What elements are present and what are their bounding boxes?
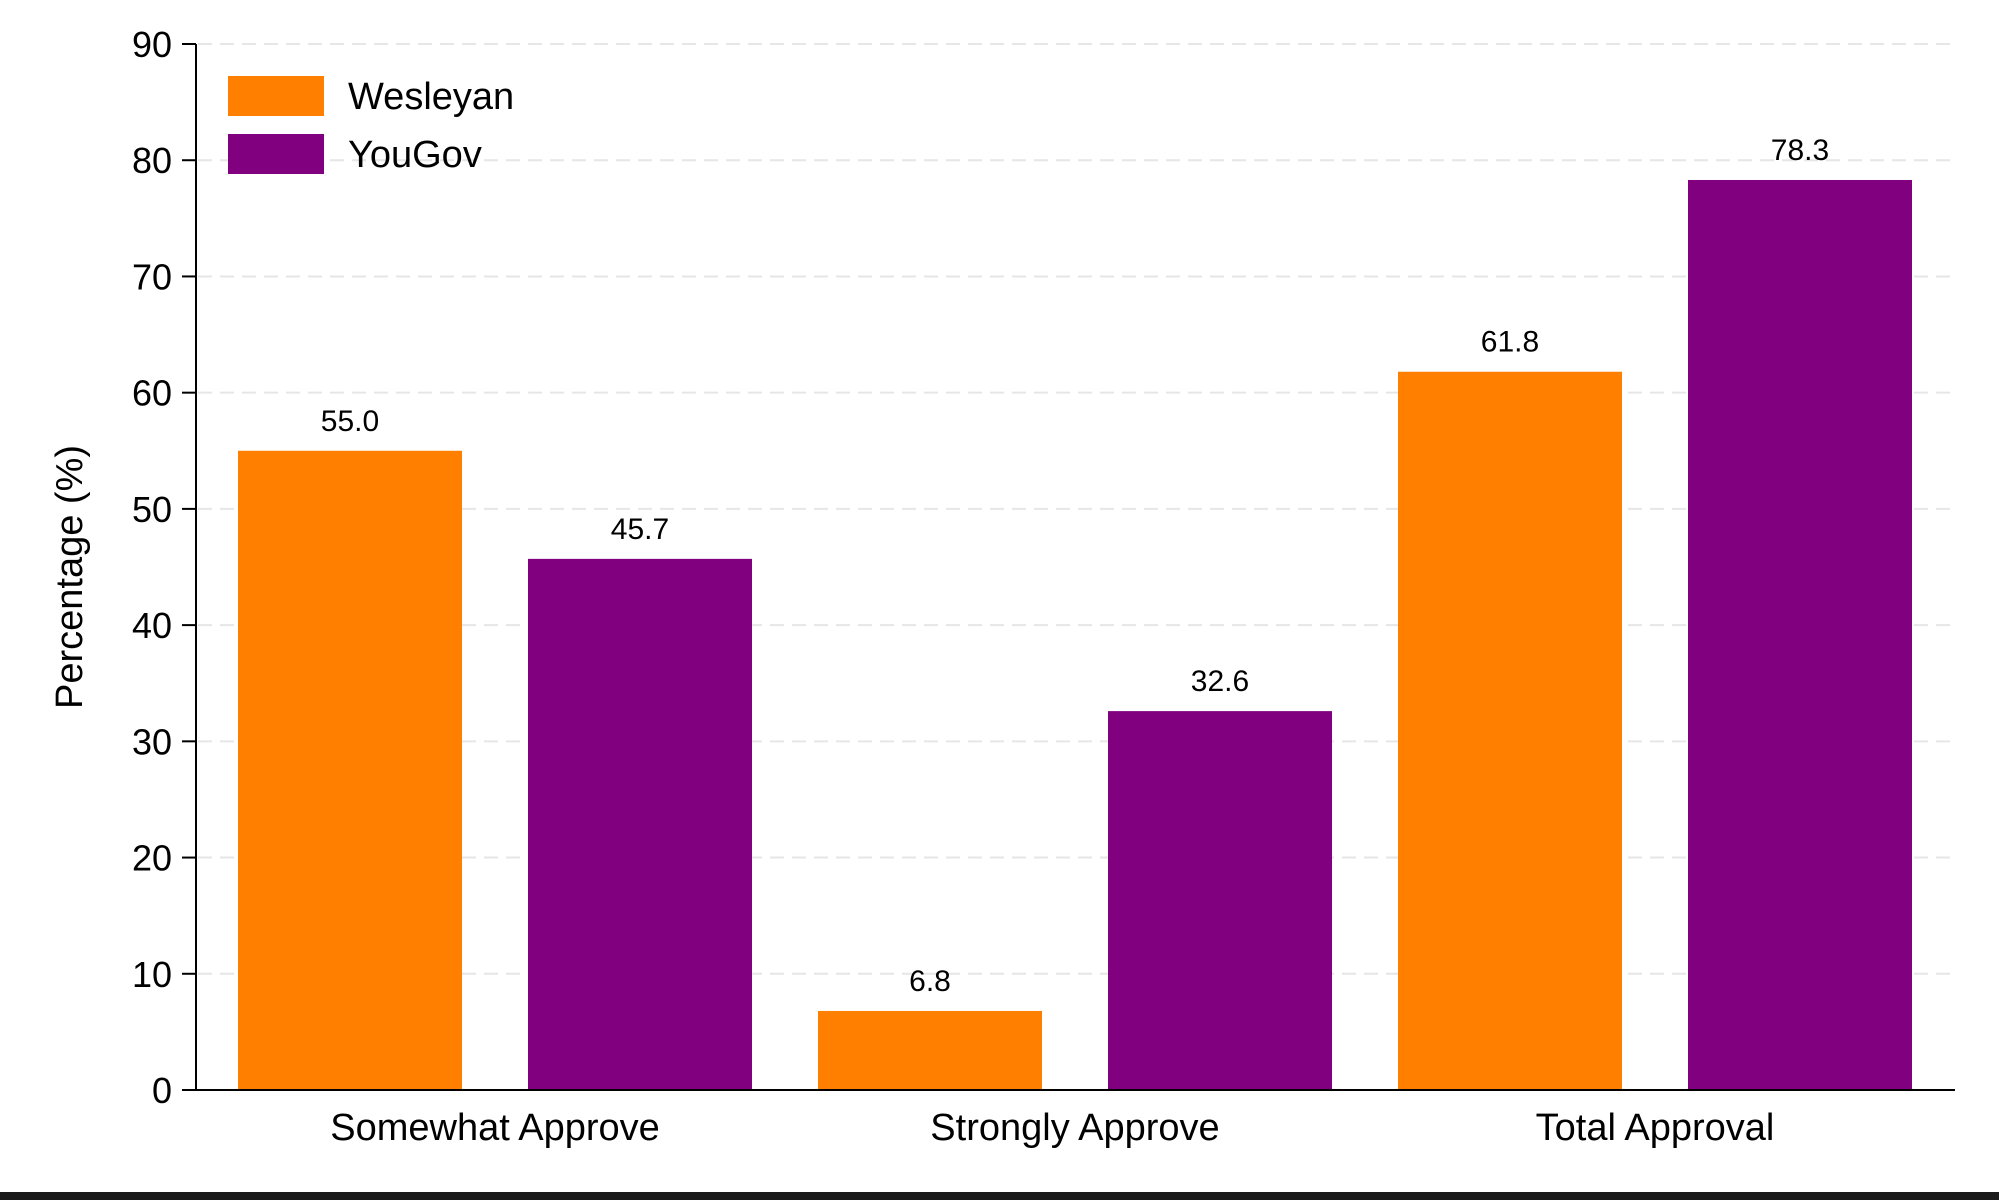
y-tick-label: 60 (132, 373, 172, 414)
bar-wesleyan-2 (818, 1010, 1042, 1090)
data-label: 32.6 (1191, 665, 1249, 698)
y-tick-label: 50 (132, 489, 172, 530)
data-label: 45.7 (611, 513, 669, 546)
y-tick-label: 10 (132, 954, 172, 995)
gridlines (198, 43, 1955, 975)
data-label: 78.3 (1771, 134, 1829, 167)
bar-yougov-3 (1688, 179, 1912, 1091)
y-tick-label: 40 (132, 605, 172, 646)
x-category-label: Total Approval (1536, 1107, 1775, 1149)
bars (238, 179, 1912, 1091)
legend-label-yougov: YouGov (348, 134, 482, 176)
legend-swatch-yougov (228, 134, 324, 174)
legend: Wesleyan YouGov (228, 76, 514, 176)
bar-yougov-1 (528, 558, 752, 1090)
y-tick-label: 0 (152, 1070, 172, 1111)
x-category-label: Strongly Approve (930, 1107, 1219, 1149)
y-tick-label: 20 (132, 838, 172, 879)
data-label: 61.8 (1481, 326, 1539, 359)
bar-yougov-2 (1108, 711, 1332, 1090)
y-tick-label: 70 (132, 256, 172, 297)
bar-wesleyan-1 (238, 450, 462, 1090)
data-label: 6.8 (909, 965, 951, 998)
y-tick-label: 30 (132, 721, 172, 762)
axes: 0 10 20 30 40 50 60 70 80 90 Somewhat Approve Stron… (132, 24, 1955, 1149)
data-label: 55.0 (321, 405, 379, 438)
bar-wesleyan-3 (1398, 371, 1622, 1090)
y-tick-label: 80 (132, 140, 172, 181)
y-axis-title: Percentage (%) (49, 445, 91, 709)
bottom-border (0, 1192, 1999, 1200)
data-labels: 55.0 45.7 6.8 32.6 61.8 78.3 (321, 134, 1829, 998)
legend-swatch-wesleyan (228, 76, 324, 116)
x-category-label: Somewhat Approve (330, 1107, 660, 1149)
y-tick-label: 90 (132, 24, 172, 65)
legend-label-wesleyan: Wesleyan (348, 76, 514, 118)
